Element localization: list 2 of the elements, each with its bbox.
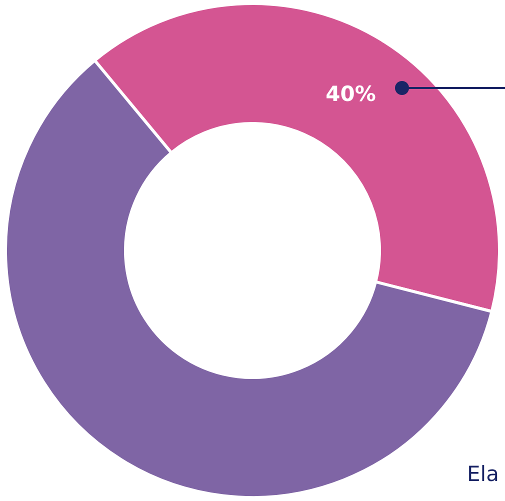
data-label: 40% [326,82,376,106]
text: Ela [467,462,499,486]
